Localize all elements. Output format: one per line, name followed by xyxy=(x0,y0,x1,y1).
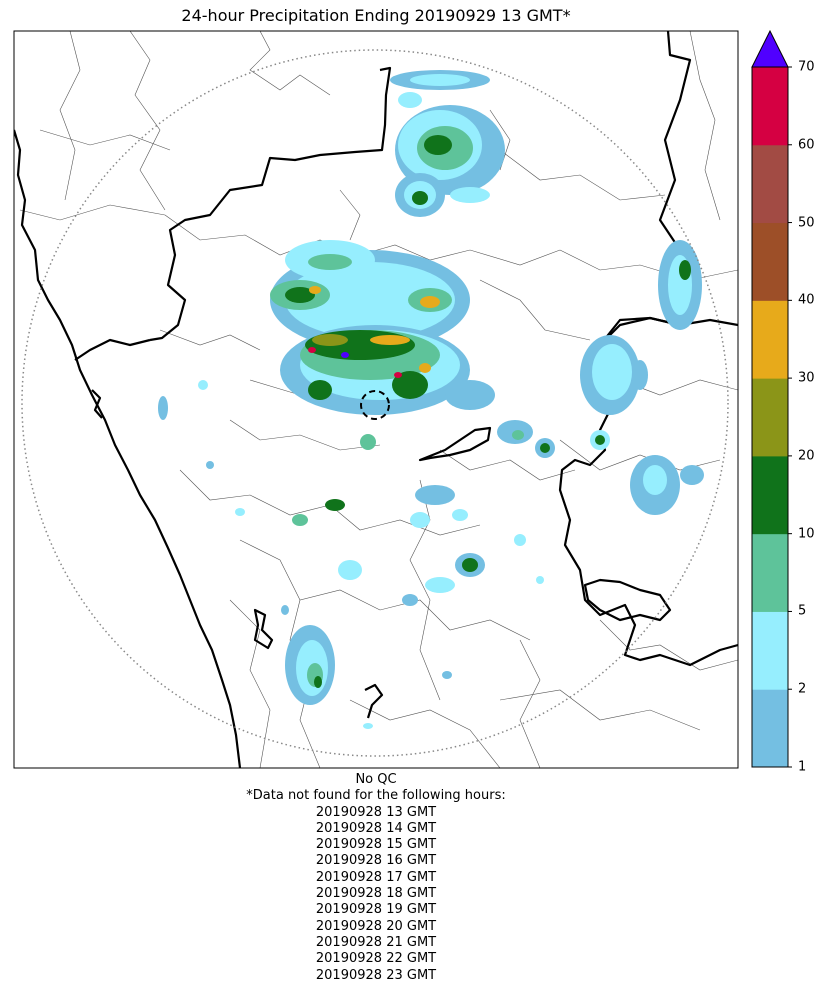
colorbar xyxy=(751,29,792,768)
colorbar-bin xyxy=(752,378,788,457)
missing-hour: 20190928 14 GMT xyxy=(315,820,437,836)
colorbar-tick-label: 2 xyxy=(798,681,807,697)
map-title: 24-hour Precipitation Ending 20190929 13… xyxy=(181,6,571,25)
colorbar-tick-label: 10 xyxy=(798,526,815,542)
notes: No QC *Data not found for the following … xyxy=(14,772,738,984)
missing-hour: 20190928 13 GMT xyxy=(315,804,437,820)
colorbar-bin xyxy=(752,67,788,146)
missing-hour: 20190928 21 GMT xyxy=(315,934,437,950)
missing-hour: 20190928 17 GMT xyxy=(315,869,437,885)
missing-hour: 20190928 19 GMT xyxy=(315,902,437,918)
colorbar-tick-label: 5 xyxy=(798,603,807,619)
colorbar-bin xyxy=(752,533,788,612)
colorbar-tick-label: 30 xyxy=(798,370,815,386)
colorbar-tick-label: 50 xyxy=(798,215,815,231)
colorbar-tick-label: 20 xyxy=(798,448,815,464)
state-boundaries xyxy=(14,31,738,768)
colorbar-extend-arrow xyxy=(751,29,789,68)
precipitation-shading xyxy=(158,70,704,729)
colorbar-bin xyxy=(752,222,788,301)
missing-data-header: *Data not found for the following hours: xyxy=(246,788,506,804)
colorbar-tick-label: 40 xyxy=(798,292,815,308)
missing-hour: 20190928 22 GMT xyxy=(315,951,437,967)
colorbar-tick-label: 60 xyxy=(798,137,815,153)
colorbar-bin xyxy=(752,455,788,535)
colorbar-outline xyxy=(751,66,789,768)
colorbar-bin xyxy=(752,689,788,768)
missing-hour: 20190928 15 GMT xyxy=(315,837,437,853)
colorbar-bin xyxy=(752,144,788,224)
colorbar-tick-labels: 1 2 5 10 20 30 40 50 60 70 xyxy=(798,0,825,991)
missing-hour: 20190928 23 GMT xyxy=(315,967,437,983)
colorbar-tick-label: 70 xyxy=(798,59,815,75)
qc-note: No QC xyxy=(355,772,397,787)
colorbar-tick-label: 1 xyxy=(798,759,807,775)
missing-hour: 20190928 16 GMT xyxy=(315,853,437,869)
map-content xyxy=(14,31,738,768)
radar-range-ring xyxy=(21,49,729,757)
missing-hour: 20190928 18 GMT xyxy=(315,886,437,902)
map-frame xyxy=(13,30,739,769)
radar-site-marker xyxy=(360,390,390,420)
colorbar-bin xyxy=(752,300,788,379)
colorbar-bin xyxy=(752,611,788,690)
missing-hour: 20190928 20 GMT xyxy=(315,918,437,934)
